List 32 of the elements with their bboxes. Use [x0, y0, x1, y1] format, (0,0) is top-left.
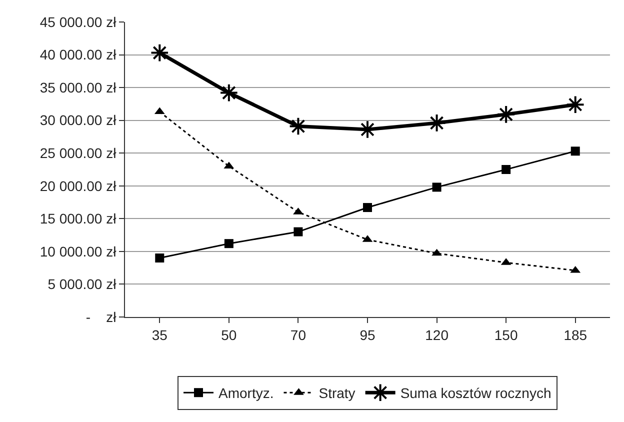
- legend-label: Amortyz.: [218, 385, 274, 402]
- point: [155, 254, 164, 262]
- x-tick-label: 95: [360, 326, 376, 343]
- x-tick-label: 185: [564, 326, 588, 343]
- x-tick-label: 150: [494, 326, 518, 343]
- point: [220, 83, 238, 102]
- x-tick-label: 50: [221, 326, 237, 343]
- point: [432, 182, 442, 192]
- legend-label: Suma kosztów rocznych: [400, 385, 552, 402]
- y-tick-label: 25 000.00 zł: [40, 145, 118, 162]
- point: [566, 95, 585, 114]
- x-tick-label: 70: [290, 326, 306, 343]
- y-tick-label: 30 000.00 zł: [40, 112, 118, 128]
- x-tick-label: 35: [152, 326, 168, 343]
- point: [432, 248, 442, 256]
- point: [224, 239, 234, 248]
- point: [294, 227, 303, 236]
- legend-label: Straty: [318, 385, 356, 402]
- y-tick-label: 45 000.00 zł: [40, 14, 118, 30]
- x-tick-label: 120: [425, 326, 449, 343]
- y-tick-label: - zł: [86, 308, 118, 325]
- y-tick-label: 10 000.00 zł: [40, 243, 118, 260]
- point: [150, 43, 170, 62]
- y-tick-label: 20 000.00 zł: [40, 178, 118, 194]
- y-tick-label: 35 000.00 zł: [40, 79, 118, 96]
- y-tick-label: 5 000.00 zł: [48, 276, 118, 292]
- point: [496, 105, 516, 124]
- point: [502, 165, 511, 174]
- point: [363, 203, 372, 212]
- y-tick-label: 40 000.00 zł: [40, 46, 118, 63]
- point: [570, 146, 580, 156]
- y-tick-label: 15 000.00 zł: [40, 210, 118, 227]
